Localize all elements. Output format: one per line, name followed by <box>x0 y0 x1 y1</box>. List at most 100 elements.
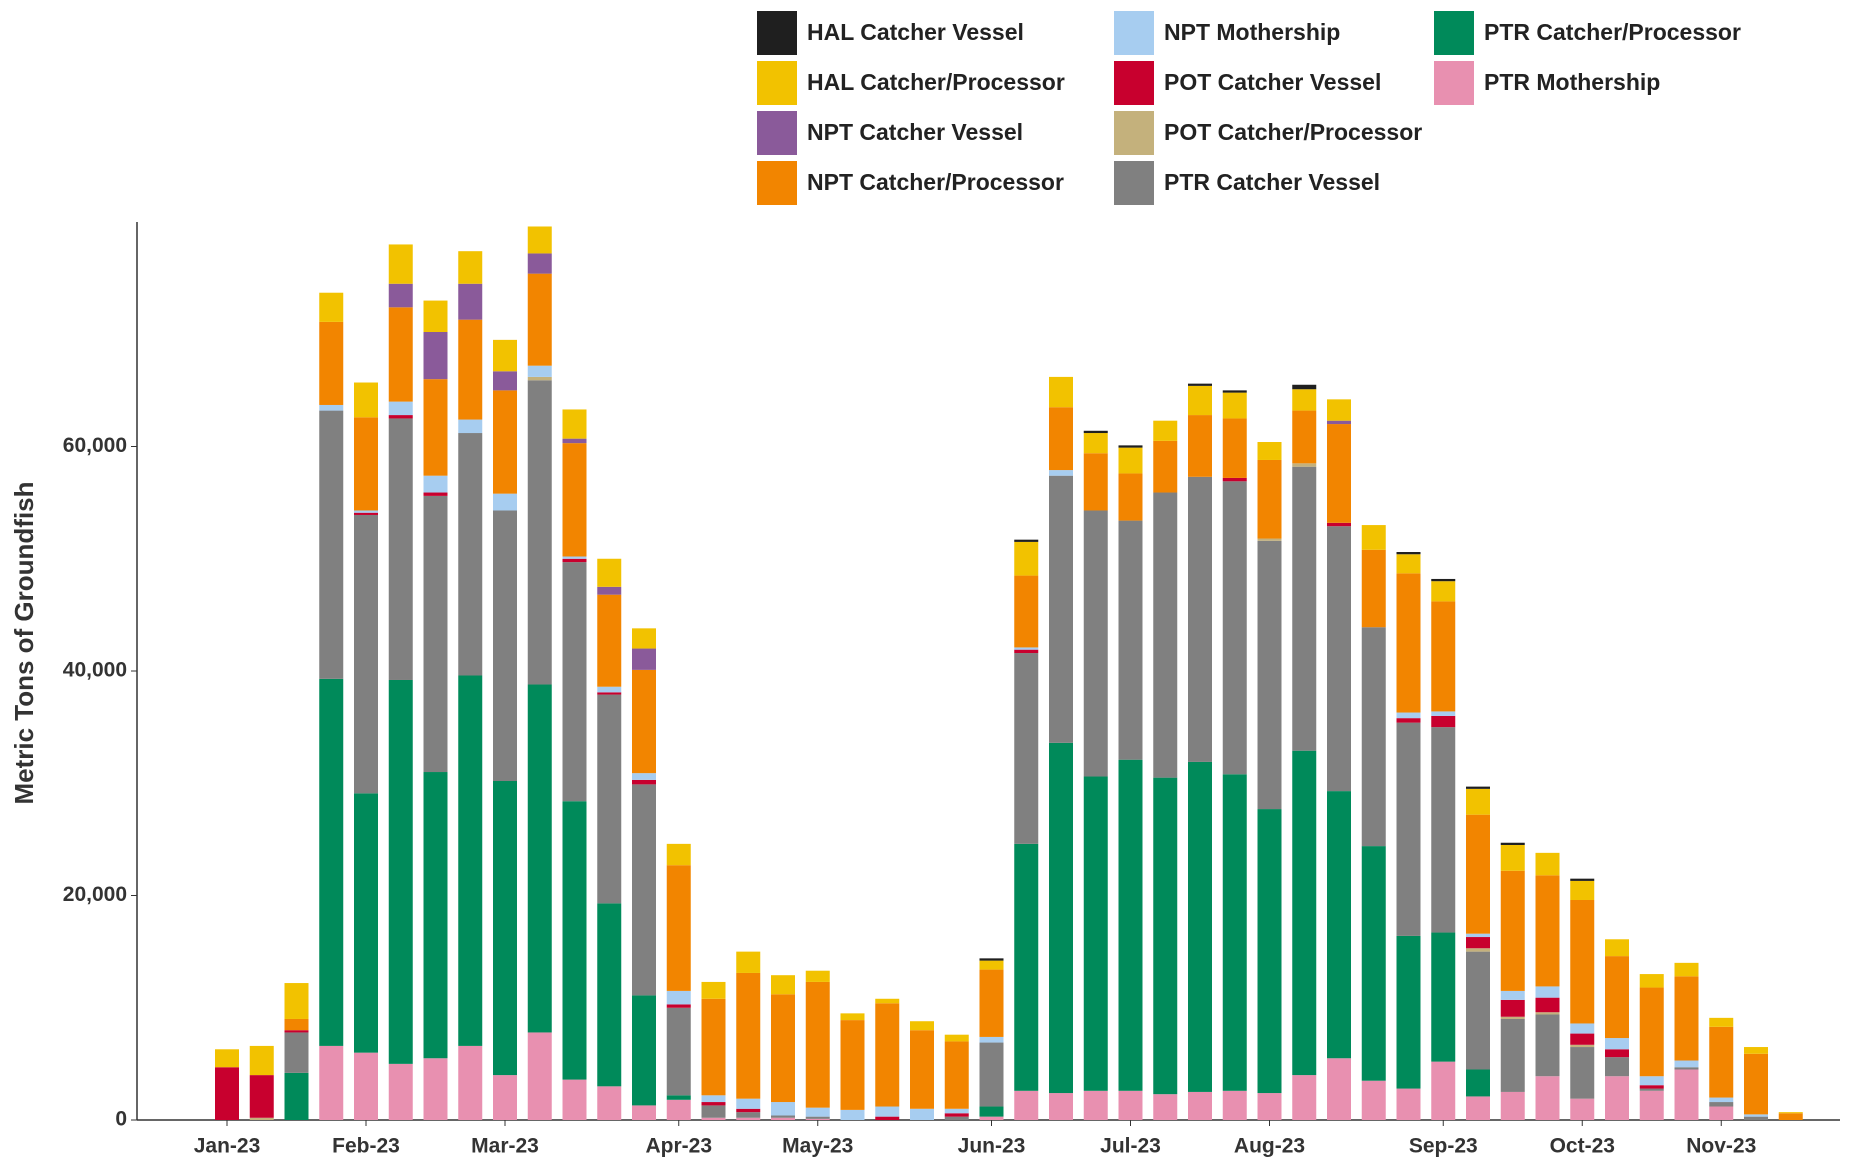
bar-segment <box>1639 987 1664 1077</box>
bar-segment <box>944 1034 969 1042</box>
bar-segment <box>944 1113 969 1117</box>
bar-segment <box>1674 1060 1699 1068</box>
bar-segment <box>562 556 587 559</box>
bar-segment <box>736 1108 761 1113</box>
bar-segment <box>423 1058 448 1120</box>
bar-segment <box>1744 1047 1768 1054</box>
bar-segment <box>1639 1090 1664 1120</box>
bar-segment <box>1778 1113 1803 1120</box>
bar-segment <box>1118 1090 1143 1120</box>
bar-segment <box>875 1106 900 1117</box>
bar-segment <box>388 418 413 680</box>
bar-segment <box>1500 999 1525 1017</box>
y-axis-label: Metric Tons of Groundfish <box>9 481 39 804</box>
bar-segment <box>1049 742 1073 1094</box>
bar-segment <box>736 972 761 1099</box>
bar-segment <box>1083 510 1108 777</box>
bar-segment <box>701 1117 726 1120</box>
bar-segment <box>1188 415 1212 477</box>
bar-segment <box>632 669 656 774</box>
bar-segment <box>1639 1085 1664 1089</box>
bar-segment <box>1466 951 1490 1070</box>
bar-segment <box>666 1007 691 1096</box>
bar-segment <box>458 419 483 434</box>
bar-segment <box>805 1107 830 1117</box>
legend-swatch <box>1114 161 1154 205</box>
bar-segment <box>1396 935 1421 1089</box>
bar-segment <box>423 332 448 380</box>
bar-segment <box>736 951 761 973</box>
bar-segment <box>1257 809 1282 1094</box>
legend-swatch <box>1114 61 1154 105</box>
bar-segment <box>423 475 448 493</box>
bar-segment <box>1292 389 1317 411</box>
bar-segment <box>1049 475 1073 743</box>
legend-swatch <box>757 111 797 155</box>
bar-segment <box>527 253 552 274</box>
bar-segment <box>1014 647 1039 650</box>
bar-segment <box>1083 776 1108 1091</box>
bar-segment <box>1431 601 1456 712</box>
bar-segment <box>388 283 413 308</box>
bar-segment <box>1605 1057 1629 1077</box>
bar-segment <box>1466 1069 1490 1097</box>
bar-segment <box>1361 525 1386 550</box>
bar-segment <box>1083 453 1108 511</box>
bar-segment <box>666 865 691 991</box>
bar-segment <box>701 1105 726 1118</box>
bar-segment <box>1570 1033 1595 1045</box>
bar-segment <box>1605 1038 1629 1050</box>
bar-segment <box>944 1041 969 1109</box>
legend-label: POT Catcher Vessel <box>1164 69 1381 95</box>
legend-swatch <box>1434 61 1474 105</box>
legend-swatch <box>757 11 797 55</box>
bar-segment <box>458 319 483 420</box>
bar-segment <box>701 998 726 1096</box>
bar-segment <box>458 283 483 320</box>
bar-segment <box>1570 878 1595 881</box>
bar-segment <box>562 558 587 563</box>
bar-segment <box>284 1032 309 1073</box>
bar-segment <box>284 983 309 1019</box>
bar-segment <box>1709 1017 1734 1027</box>
bar-segment <box>1118 447 1143 474</box>
x-tick-label: Oct-23 <box>1550 1135 1615 1158</box>
bar-segment <box>319 292 344 322</box>
bar-segment <box>1396 712 1421 719</box>
bar-segment <box>562 562 587 802</box>
bar-segment <box>1361 846 1386 1081</box>
x-tick-label: Feb-23 <box>332 1135 400 1158</box>
bar-segment <box>1466 948 1490 952</box>
bar-segment <box>1118 445 1143 448</box>
bar-segment <box>354 510 378 513</box>
legend-swatch <box>1114 111 1154 155</box>
bar-segment <box>1500 1016 1525 1019</box>
bar-segment <box>319 404 344 411</box>
bar-segment <box>562 438 587 444</box>
bar-segment <box>1257 538 1282 541</box>
bar-segment <box>1014 541 1039 576</box>
bar-segment <box>493 371 517 391</box>
bar-segment <box>1396 722 1421 936</box>
bar-segment <box>388 244 413 284</box>
bar-segment <box>1431 715 1456 728</box>
bar-segment <box>910 1108 934 1120</box>
bar-segment <box>597 586 622 595</box>
bar-segment <box>1709 1097 1734 1103</box>
legend-label: HAL Catcher Vessel <box>807 19 1024 45</box>
bar-segment <box>666 1004 691 1008</box>
bar-segment <box>597 692 622 695</box>
bar-segment <box>249 1045 274 1076</box>
bar-segment <box>388 401 413 416</box>
bar-segment <box>1500 870 1525 991</box>
bar-segment <box>527 376 552 381</box>
legend-label: NPT Catcher/Processor <box>807 169 1064 195</box>
bar-segment <box>1639 1088 1664 1091</box>
bar-segment <box>388 1063 413 1120</box>
bar-segment <box>1535 1076 1560 1120</box>
bar-segment <box>1361 627 1386 847</box>
bar-segment <box>1361 549 1386 628</box>
bar-segment <box>1153 420 1178 441</box>
bar-segment <box>388 679 413 1064</box>
bar-segment <box>493 1075 517 1120</box>
